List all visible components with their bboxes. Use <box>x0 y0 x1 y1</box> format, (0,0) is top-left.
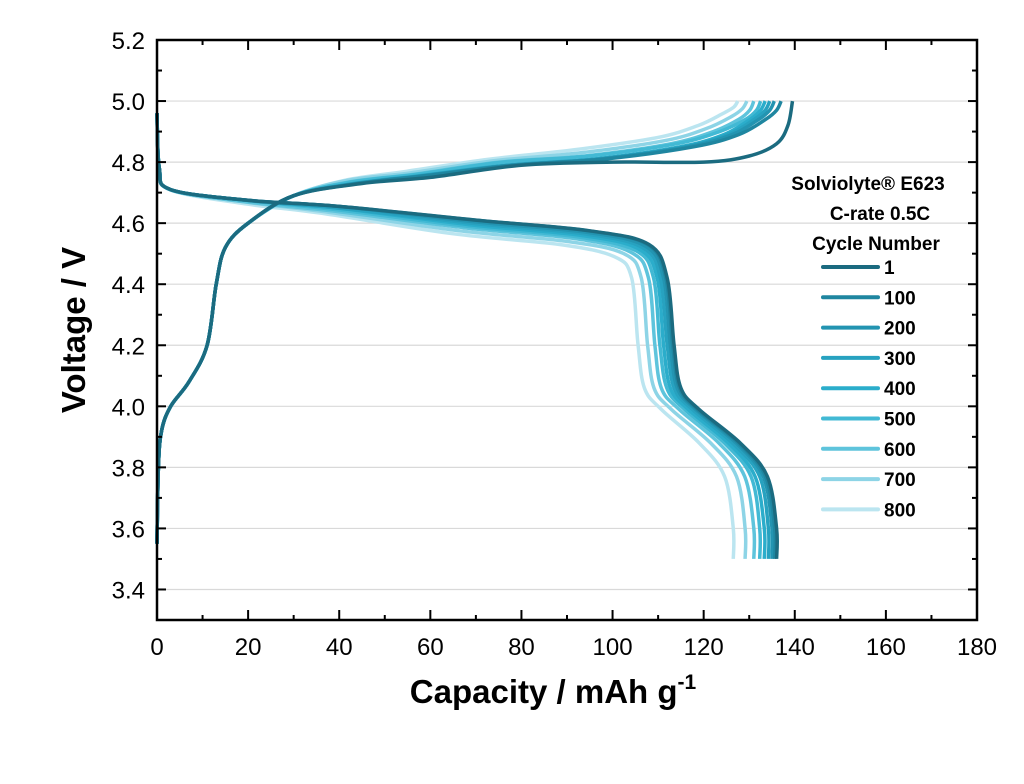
y-tick-label: 4.0 <box>112 394 145 421</box>
legend-label-cycle-800: 800 <box>884 500 916 521</box>
discharge-curve-cycle-200 <box>155 113 775 559</box>
x-tick-label: 0 <box>150 634 163 661</box>
legend-label-cycle-500: 500 <box>884 410 916 431</box>
x-tick-label: 120 <box>684 634 724 661</box>
legend-label-cycle-200: 200 <box>884 319 916 340</box>
y-tick-label: 4.8 <box>112 150 145 177</box>
x-tick-label: 80 <box>508 634 535 661</box>
legend-label-cycle-300: 300 <box>884 349 916 370</box>
y-tick-label: 4.6 <box>112 211 145 238</box>
x-tick-label: 180 <box>957 634 997 661</box>
legend-label-cycle-700: 700 <box>884 470 916 491</box>
x-tick-label: 100 <box>593 634 633 661</box>
legend-label-cycle-400: 400 <box>884 379 916 400</box>
y-tick-label: 4.2 <box>112 333 145 360</box>
x-axis-title-main: Capacity / mAh g <box>410 673 678 710</box>
legend-label-cycle-600: 600 <box>884 440 916 461</box>
x-axis-title-superscript: -1 <box>678 671 697 694</box>
curves <box>155 100 795 559</box>
y-tick-label: 4.4 <box>112 272 145 299</box>
tick-labels: 3.4 3.6 3.8 4.0 4.2 4.4 4.6 4.8 5.0 5.2 0 20 40 60 80 1… <box>112 28 997 661</box>
legend-title-line-2: C-rate 0.5C <box>830 204 931 225</box>
legend: Solviolyte® E623 C-rate 0.5C Cycle Numbe… <box>791 174 944 521</box>
legend-label-cycle-100: 100 <box>884 288 916 309</box>
legend-title-line-1: Solviolyte® E623 <box>791 174 944 195</box>
legend-title-line-3: Cycle Number <box>812 234 940 255</box>
x-tick-label: 140 <box>775 634 815 661</box>
gridlines <box>157 100 977 591</box>
x-tick-label: 20 <box>235 634 262 661</box>
discharge-curve-cycle-300 <box>155 113 771 559</box>
x-tick-label: 160 <box>866 634 906 661</box>
y-tick-label: 5.0 <box>112 89 145 116</box>
legend-label-cycle-1: 1 <box>884 258 895 279</box>
axes-frame <box>155 38 979 622</box>
discharge-curve-cycle-100 <box>155 113 778 559</box>
plot-frame <box>155 38 979 622</box>
y-axis-title: Voltage / V <box>55 247 92 413</box>
charge-curve-cycle-1 <box>155 100 795 544</box>
y-tick-label: 5.2 <box>112 28 145 55</box>
y-tick-label: 3.4 <box>112 577 145 604</box>
discharge-curve-cycle-1 <box>155 113 780 559</box>
y-tick-label: 3.8 <box>112 455 145 482</box>
y-tick-label: 3.6 <box>112 516 145 543</box>
x-axis-title: Capacity / mAh g-1 <box>410 671 697 710</box>
x-tick-label: 40 <box>326 634 353 661</box>
x-tick-label: 60 <box>417 634 444 661</box>
